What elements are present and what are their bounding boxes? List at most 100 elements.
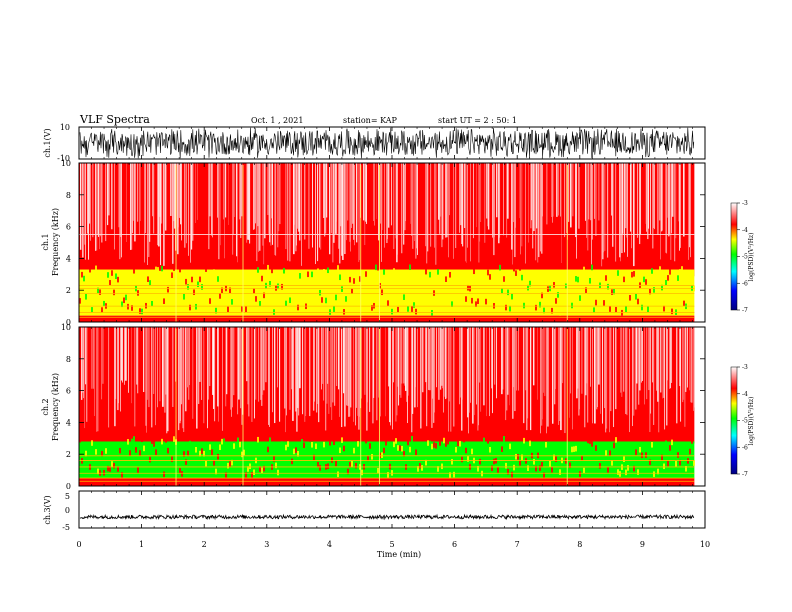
spectrogram-streak <box>693 327 695 411</box>
spectrogram-texture <box>429 440 431 447</box>
spectrogram-streak <box>660 327 662 393</box>
spectrogram-texture <box>425 459 427 466</box>
spectrogram-texture <box>391 470 393 476</box>
spectrogram-texture <box>423 472 425 478</box>
spectrogram-streak <box>585 163 586 221</box>
spectrogram-streak <box>657 327 659 402</box>
spectrogram-streak <box>625 327 627 415</box>
spectrogram-texture <box>151 438 153 444</box>
spectrogram-streak <box>408 327 409 396</box>
spectrogram-texture <box>389 283 391 290</box>
ch1-waveform-line <box>79 127 695 159</box>
spectrogram-streak <box>396 327 398 416</box>
spectrogram-texture <box>541 292 543 299</box>
spectrogram-texture <box>279 466 281 473</box>
spectrogram-texture <box>535 465 537 472</box>
spectrogram-streak <box>98 163 100 237</box>
spectrogram-streak <box>83 327 84 399</box>
spectrogram-streak <box>254 327 255 419</box>
spectrogram-streak <box>612 163 614 247</box>
spectrogram-streak <box>438 163 440 220</box>
spectrogram-streak <box>624 163 625 253</box>
spectrogram-streak <box>395 327 397 422</box>
spectrogram-texture <box>441 285 443 291</box>
spectrogram-streak <box>225 163 227 218</box>
spectrogram-streak <box>685 327 687 392</box>
spectrogram-streak <box>679 327 681 387</box>
spectrogram-texture <box>627 465 629 471</box>
spectrogram-streak <box>269 163 271 243</box>
spectrogram-streak <box>317 163 319 262</box>
spectrogram-streak <box>399 327 401 396</box>
spectrogram-streak <box>667 327 668 381</box>
spectrogram-streak <box>249 163 251 244</box>
spectrogram-texture <box>349 276 351 283</box>
spectrogram-streak <box>347 163 349 221</box>
spectrogram-texture <box>167 447 169 454</box>
spectrogram-streak <box>177 163 179 255</box>
spectrogram-streak <box>139 163 140 235</box>
spectrogram-streak <box>449 163 450 216</box>
spectrogram-streak <box>101 327 103 400</box>
ch2-colorbar-gradient <box>730 366 738 475</box>
spectrogram-texture <box>327 463 329 470</box>
spectrogram-texture <box>229 461 231 467</box>
spectrogram-texture <box>493 458 495 465</box>
spectrogram-texture <box>521 454 523 461</box>
spectrogram-texture <box>93 302 95 308</box>
spectrogram-streak <box>211 163 212 236</box>
spectrogram-streak <box>620 327 622 393</box>
spectrogram-texture <box>491 465 493 472</box>
spectrogram-texture <box>177 446 179 453</box>
spectrogram-streak <box>639 327 641 391</box>
spectrogram-streak <box>388 163 390 228</box>
station-label: station= KAP <box>343 116 398 125</box>
spectrogram-texture <box>579 295 581 301</box>
spectrogram-streak <box>506 163 508 238</box>
ch1-colorbar-gradient <box>730 202 738 311</box>
spectrogram-streak <box>448 163 449 258</box>
spectrogram-streak <box>178 163 179 228</box>
spectrogram-texture <box>345 469 347 476</box>
spectrogram-streak <box>267 163 269 215</box>
spectrogram-texture <box>635 293 637 300</box>
spectrogram-texture <box>197 449 199 456</box>
spectrogram-streak <box>591 163 592 265</box>
spectrogram-streak <box>669 327 670 389</box>
spectrogram-streak <box>117 327 119 411</box>
ch2-colorbar: -3 -4 -5 -6 -7 log(PSD)(V²/Hz) <box>730 364 755 478</box>
spectrogram-texture <box>679 459 681 466</box>
spectrogram-streak <box>217 163 218 218</box>
ch1-spectrogram-xticks <box>78 163 706 322</box>
spectrogram-streak <box>414 327 416 408</box>
spectrogram-texture <box>247 466 249 472</box>
spectrogram-texture <box>609 450 611 456</box>
spectrogram-texture <box>117 466 119 472</box>
spectrogram-streak <box>619 163 621 258</box>
spectrogram-texture <box>139 450 141 456</box>
spectrogram-texture <box>417 280 419 286</box>
spectrogram-texture <box>167 286 169 293</box>
spectrogram-streak <box>181 163 182 241</box>
spectrogram-streak <box>339 163 341 264</box>
spectrogram-texture <box>221 287 223 294</box>
spectrogram-texture <box>595 445 597 451</box>
spectrogram-texture <box>395 308 397 314</box>
spectrogram-texture <box>585 287 587 293</box>
spectrogram-texture <box>285 300 287 307</box>
spectrogram-texture <box>375 441 377 448</box>
spectrogram-texture <box>93 446 95 453</box>
spectrogram-texture <box>307 271 309 278</box>
spectrogram-texture <box>137 467 139 473</box>
spectrogram-texture <box>583 467 585 474</box>
spectrogram-streak <box>501 327 503 395</box>
spectrogram-streak <box>338 163 340 249</box>
spectrogram-texture <box>605 450 607 456</box>
spectrogram-texture <box>341 286 343 292</box>
spectrogram-streak <box>499 163 501 238</box>
spectrogram-streak <box>97 327 99 432</box>
spectrogram-streak <box>342 163 344 260</box>
spectrogram-texture <box>607 283 609 290</box>
spectrogram-texture <box>157 442 159 448</box>
spectrogram-texture <box>623 456 625 462</box>
